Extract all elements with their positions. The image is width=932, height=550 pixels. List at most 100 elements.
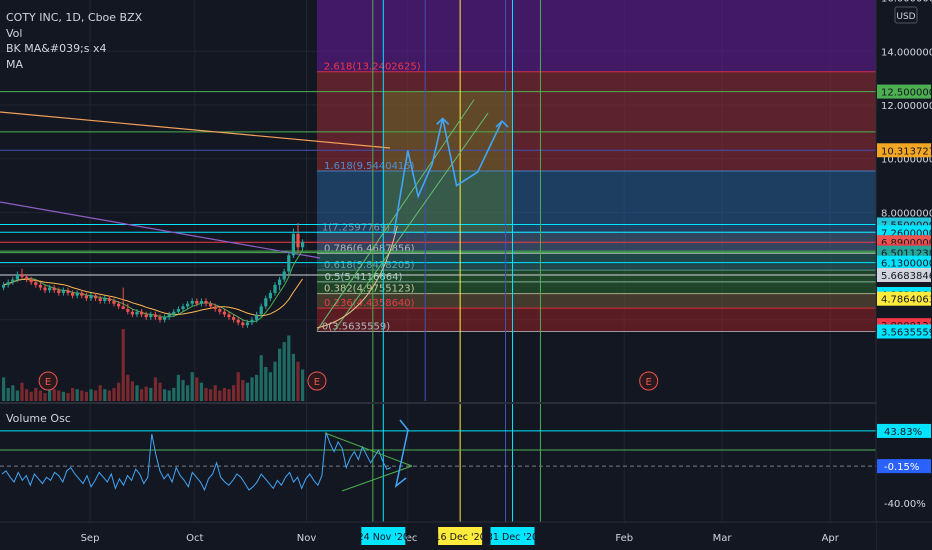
fib-zone-b4 bbox=[316, 293, 880, 309]
candle-body bbox=[144, 314, 148, 318]
candle-body bbox=[167, 314, 171, 318]
price-label-text: 3.5635559 bbox=[881, 328, 932, 339]
volume-bar bbox=[181, 380, 185, 401]
volume-bar bbox=[66, 393, 70, 401]
candle-body bbox=[278, 279, 282, 285]
trend-line-purple bbox=[0, 201, 321, 259]
volume-bar bbox=[130, 381, 135, 401]
candle-body bbox=[264, 298, 268, 307]
oscillator bbox=[0, 419, 876, 492]
fib-level-label: 0.5(5.4116664) bbox=[325, 272, 403, 283]
oscillator-wedge-upper bbox=[324, 432, 413, 467]
date-marker-box bbox=[438, 527, 483, 545]
currency-badge-box bbox=[894, 6, 918, 24]
volume-bar bbox=[255, 374, 259, 401]
y-tick-label: 8.0000000 bbox=[881, 208, 932, 219]
fib-zone-top bbox=[316, 0, 880, 72]
candle-body bbox=[213, 306, 217, 310]
candle-body bbox=[25, 276, 29, 280]
volume-bar bbox=[264, 366, 268, 401]
candle-body bbox=[268, 292, 272, 299]
price-label-text: 4.7864063 bbox=[881, 295, 932, 306]
candle-body bbox=[57, 290, 61, 293]
volume-bar bbox=[61, 391, 66, 401]
fib-zone-upper bbox=[316, 71, 880, 171]
volume-bar bbox=[282, 342, 286, 401]
fib-level-label: 2.618(13.2402625) bbox=[324, 62, 421, 73]
candle-body bbox=[218, 309, 222, 312]
candle-body bbox=[227, 314, 231, 318]
candle-body bbox=[255, 314, 259, 320]
volume-bar bbox=[71, 387, 75, 401]
osc-tick-box bbox=[877, 423, 931, 438]
x-tick-label: Oct bbox=[186, 533, 203, 544]
volume-bar bbox=[167, 390, 171, 401]
volume-bar bbox=[163, 389, 167, 401]
legend-ma: MA bbox=[6, 57, 24, 71]
projection-arrow-head bbox=[495, 119, 509, 128]
candle-body bbox=[11, 279, 15, 283]
price-label-box bbox=[877, 268, 931, 283]
candle-body bbox=[163, 317, 167, 320]
volume-bar bbox=[89, 389, 93, 401]
earnings-marker bbox=[639, 371, 659, 391]
volume-bars bbox=[2, 329, 305, 401]
currency-label: USD bbox=[896, 12, 915, 22]
volume-bar bbox=[29, 391, 33, 401]
price-label-box bbox=[877, 84, 931, 99]
candle-body bbox=[209, 303, 213, 307]
price-label-text: 5.6683846 bbox=[881, 271, 932, 282]
volume-bar bbox=[236, 372, 240, 401]
trend-line-orange bbox=[0, 111, 391, 149]
candles bbox=[2, 223, 305, 328]
candle-body bbox=[301, 241, 305, 248]
candle-body bbox=[250, 319, 254, 323]
volume-bar bbox=[186, 385, 190, 401]
fib-level-label: 0.236(4.4358640) bbox=[324, 298, 415, 309]
legend-symbol: COTY INC, 1D, Cboe BZX bbox=[6, 11, 143, 24]
x-tick-label: Feb bbox=[615, 533, 633, 544]
y-tick-label: 16.0000000 bbox=[881, 0, 932, 5]
volume-bar bbox=[232, 385, 236, 401]
candle-body bbox=[98, 298, 102, 302]
candle-body bbox=[117, 303, 121, 307]
volume-bar bbox=[38, 390, 43, 401]
candle-body bbox=[20, 274, 24, 277]
target-box-fill bbox=[383, 91, 513, 233]
fib-level-label: 1(7.2597769) bbox=[322, 222, 390, 233]
candle-body bbox=[176, 309, 180, 312]
price-axis: USD 16.0000000 14.0000000 12.0000000 10.0000… bbox=[875, 0, 932, 550]
price-label-text: 7.2600000 bbox=[881, 228, 932, 239]
fib-zone-bottom bbox=[316, 308, 880, 332]
candle-body bbox=[149, 314, 153, 318]
volume-bar bbox=[117, 382, 121, 401]
volume-bar bbox=[301, 369, 305, 401]
candle-body bbox=[181, 306, 185, 310]
volume-bar bbox=[176, 374, 181, 401]
candle-body bbox=[66, 290, 70, 293]
candle-body bbox=[43, 287, 47, 291]
earnings-marker-label: E bbox=[45, 377, 51, 388]
date-marker-box bbox=[361, 527, 406, 545]
currency-badge: USD bbox=[894, 6, 918, 24]
candle-body bbox=[38, 284, 42, 288]
oscillator-title: Volume Osc bbox=[6, 412, 71, 425]
candle-body bbox=[282, 271, 286, 280]
candle-body bbox=[273, 284, 277, 293]
candle-body bbox=[130, 311, 134, 315]
volume-bar bbox=[103, 389, 107, 401]
volume-bar bbox=[144, 386, 148, 401]
candle-body bbox=[61, 290, 65, 293]
volume-bar bbox=[84, 391, 89, 401]
volume-bar bbox=[20, 382, 24, 401]
fib-zone-b1 bbox=[316, 232, 880, 254]
x-tick-label: Sep bbox=[81, 533, 100, 544]
ma-line-slow bbox=[3, 278, 304, 317]
volume-bar bbox=[121, 329, 125, 401]
candle-body bbox=[89, 295, 93, 299]
volume-bar bbox=[172, 387, 176, 401]
volume-bar bbox=[94, 390, 98, 401]
candle-body bbox=[126, 309, 130, 312]
volume-bar bbox=[43, 393, 47, 401]
